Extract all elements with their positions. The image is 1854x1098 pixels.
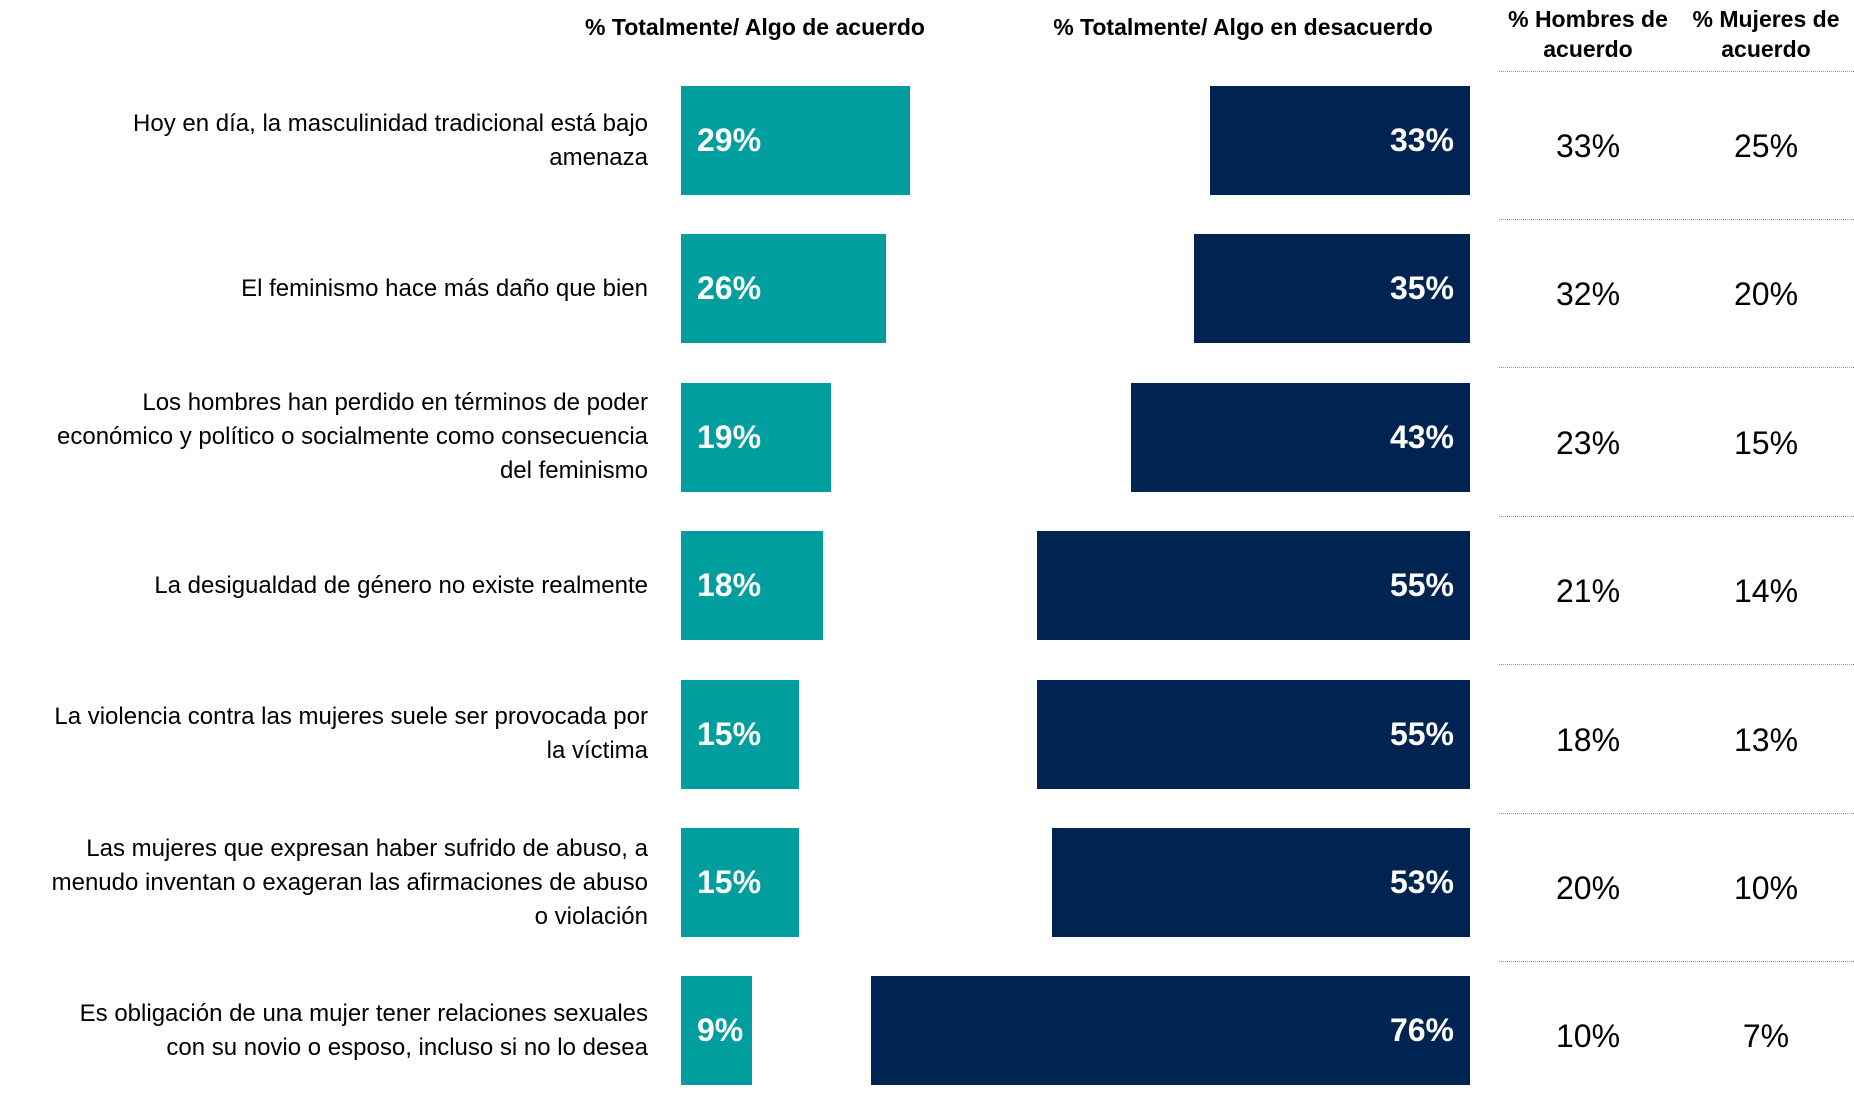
bar (1131, 382, 1470, 492)
separator (1499, 812, 1854, 814)
value-label: 15% (697, 864, 762, 900)
bar (1036, 679, 1470, 789)
table-cell: 7% (1742, 1018, 1790, 1055)
value-label: 55% (1389, 567, 1454, 604)
category-label: La violencia contra las mujeres suele se… (54, 703, 648, 765)
value-label: 76% (1389, 1012, 1454, 1049)
series-header: % Totalmente/ Algo de acuerdo (585, 14, 925, 40)
bar (681, 828, 800, 937)
table-cell: 13% (1733, 721, 1799, 758)
bar (681, 976, 752, 1086)
table-cell: 25% (1733, 128, 1799, 164)
bar (871, 976, 1470, 1086)
separator (1499, 664, 1854, 666)
bar (681, 382, 831, 492)
bar (1052, 828, 1470, 937)
value-label: 53% (1389, 864, 1454, 900)
separator (1499, 515, 1854, 517)
category-label: Las mujeres que expresan haber sufrido d… (51, 834, 648, 930)
value-label: 26% (697, 270, 762, 307)
table-cell: 21% (1555, 573, 1621, 610)
value-label: 43% (1389, 418, 1454, 455)
bar (681, 531, 823, 641)
table-cell: 23% (1555, 424, 1621, 461)
category-label: Hoy en día, la masculinidad tradicional … (133, 109, 648, 171)
separator (1499, 71, 1854, 72)
column-header: % Hombres de acuerdo (1508, 6, 1668, 62)
series-header: % Totalmente/ Algo en desacuerdo (1053, 14, 1433, 40)
bar (681, 679, 800, 789)
table-cell: 33% (1555, 128, 1621, 164)
bar (1209, 86, 1470, 195)
bar (681, 86, 910, 195)
table-cell: 10% (1733, 870, 1799, 906)
table-cell: 10% (1555, 1018, 1621, 1055)
value-label: 18% (697, 567, 762, 604)
table-cell: 20% (1733, 276, 1799, 313)
separator (1499, 219, 1854, 220)
value-label: 55% (1389, 715, 1454, 752)
table-cell: 18% (1555, 721, 1621, 758)
value-label: 33% (1389, 122, 1454, 158)
value-label: 15% (697, 715, 762, 752)
table-cell: 32% (1555, 276, 1621, 313)
column-header: % Mujeres de acuerdo (1692, 6, 1840, 62)
bar (681, 234, 886, 344)
table-cell: 14% (1733, 573, 1799, 610)
value-label: 19% (697, 418, 762, 455)
separator (1499, 961, 1854, 962)
category-label: El feminismo hace más daño que bien (241, 274, 648, 302)
separator (1499, 367, 1854, 369)
value-label: 29% (697, 122, 762, 158)
bar (1036, 531, 1470, 641)
value-label: 35% (1389, 270, 1454, 307)
bar (1194, 234, 1470, 344)
table-cell: 15% (1733, 424, 1799, 461)
table-cell: 20% (1555, 870, 1621, 906)
value-label: 9% (697, 1012, 744, 1049)
category-label: Es obligación de una mujer tener relacio… (79, 999, 648, 1061)
category-label: Los hombres han perdido en términos de p… (57, 389, 648, 485)
category-label: La desigualdad de género no existe realm… (154, 571, 648, 599)
